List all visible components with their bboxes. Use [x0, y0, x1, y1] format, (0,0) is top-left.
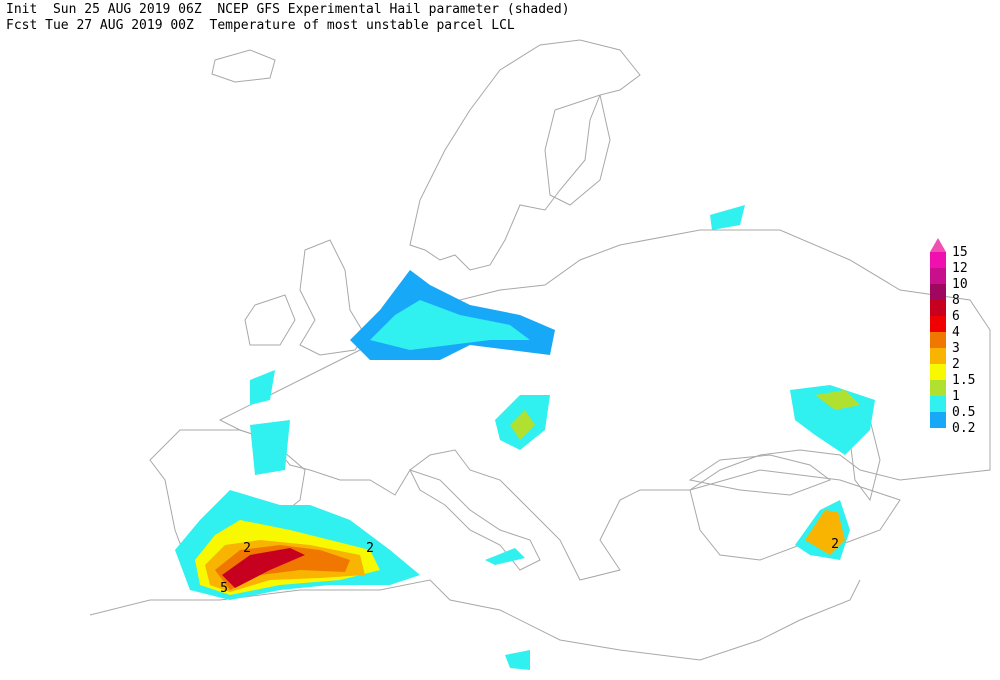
contour-label: 2 — [243, 541, 251, 556]
legend-label: 3 — [952, 341, 960, 356]
legend-arrow — [930, 238, 946, 252]
contour-label: 2 — [831, 537, 839, 552]
legend-label: 0.2 — [952, 421, 975, 436]
legend-box — [930, 396, 946, 412]
shaded-area — [710, 205, 745, 230]
hail-shading — [175, 205, 875, 670]
black-sea — [688, 454, 832, 496]
finland — [544, 94, 611, 206]
legend-box — [930, 364, 946, 380]
legend-label: 1.5 — [952, 373, 975, 388]
shaded-area — [805, 510, 845, 555]
shaded-area — [815, 390, 860, 410]
contour-label: 2 — [366, 541, 374, 556]
legend-box — [930, 300, 946, 316]
legend-label: 6 — [952, 309, 960, 324]
legend-box — [930, 348, 946, 364]
legend-box — [930, 252, 946, 268]
legend-box — [930, 412, 946, 428]
shaded-area — [505, 650, 530, 670]
legend-label: 12 — [952, 261, 968, 276]
shaded-area — [250, 370, 275, 405]
shaded-area — [485, 548, 525, 565]
contour-labels: 2 2 5 2 — [220, 537, 839, 596]
ireland — [244, 294, 296, 346]
scandinavia — [409, 39, 641, 271]
legend-box — [930, 268, 946, 284]
iceland — [211, 49, 276, 83]
legend-box — [930, 316, 946, 332]
legend-label: 4 — [952, 325, 960, 340]
legend-label: 2 — [952, 357, 960, 372]
shaded-area — [222, 548, 305, 588]
header-line: Fcst Tue 27 AUG 2019 00Z Temperature of … — [6, 18, 515, 33]
contour-label: 5 — [220, 581, 228, 596]
legend-label: 0.5 — [952, 405, 975, 420]
header-line: Init Sun 25 AUG 2019 06Z NCEP GFS Experi… — [6, 2, 570, 17]
turkey — [689, 469, 901, 561]
legend-label: 8 — [952, 293, 960, 308]
britain — [299, 239, 366, 356]
legend-label: 10 — [952, 277, 968, 292]
africa — [89, 579, 861, 661]
italy — [409, 469, 541, 571]
legend-label: 15 — [952, 245, 968, 260]
shaded-area — [250, 420, 290, 475]
legend-box — [930, 284, 946, 300]
legend-box — [930, 332, 946, 348]
shaded-area — [370, 300, 530, 350]
shaded-area — [510, 410, 535, 440]
legend-box — [930, 380, 946, 396]
legend-label: 1 — [952, 389, 960, 404]
